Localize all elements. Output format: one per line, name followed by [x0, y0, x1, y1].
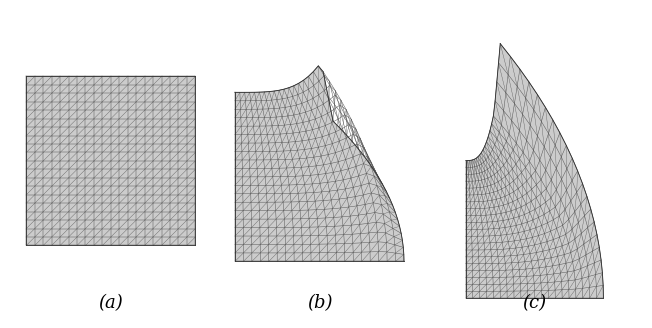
Polygon shape: [26, 76, 196, 245]
Polygon shape: [466, 44, 603, 298]
Text: (b): (b): [306, 294, 333, 312]
Text: (a): (a): [98, 294, 123, 312]
Polygon shape: [235, 66, 404, 261]
Text: (c): (c): [522, 294, 547, 312]
